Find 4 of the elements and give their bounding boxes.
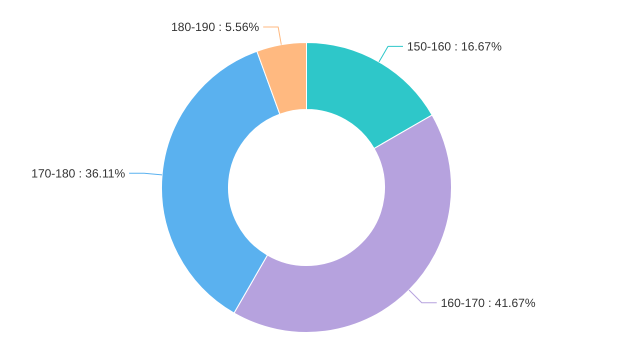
slice-label: 170-180 : 36.11% (31, 166, 126, 180)
slice-label: 160-170 : 41.67% (440, 296, 536, 310)
slice-label: 150-160 : 16.67% (407, 39, 502, 54)
slice-label: 180-190 : 5.56% (171, 20, 260, 34)
